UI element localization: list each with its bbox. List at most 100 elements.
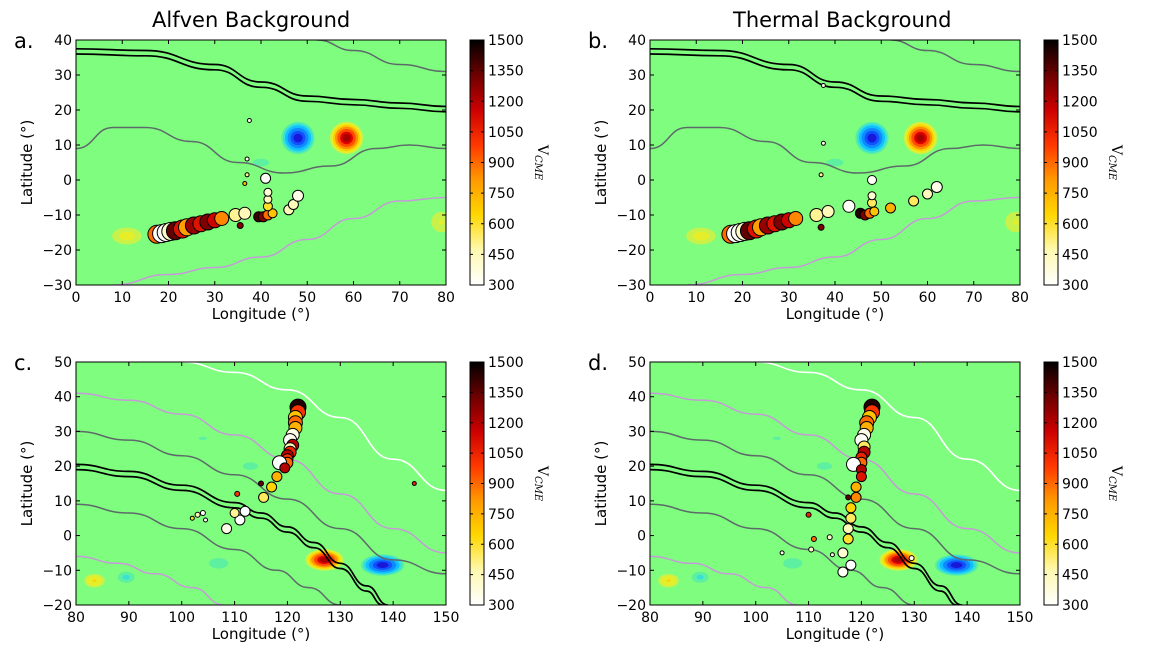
x-tick-label: 60	[345, 290, 363, 306]
colorbar-tick-label: 1050	[1062, 446, 1098, 462]
x-tick-label: 100	[168, 610, 195, 626]
x-tick-label: 30	[206, 290, 224, 306]
colorbar: 300 450 600 750 900 1050 1200 1350 1500 VCME	[469, 355, 550, 614]
positive-field-blob	[686, 227, 716, 245]
cme-point	[821, 205, 835, 218]
positive-field-blob	[903, 121, 938, 155]
x-tick-label: 40	[826, 290, 844, 306]
y-tick-label: 30	[54, 424, 72, 440]
cme-point	[850, 491, 862, 503]
x-tick-label: 150	[433, 610, 460, 626]
y-tick-label: 0	[63, 173, 72, 189]
cme-point	[244, 172, 250, 178]
colorbar-tick-label: 1200	[1062, 94, 1098, 110]
panel-label: d.	[588, 351, 608, 375]
column-title-thermal: Thermal Background	[733, 8, 952, 32]
cme-point	[236, 222, 244, 229]
column-title-alfven: Alfven Background	[152, 8, 351, 32]
x-tick-label: 50	[298, 290, 316, 306]
cme-point	[922, 188, 933, 200]
current-sheet-line	[650, 47, 1020, 108]
y-tick-label: 10	[54, 138, 72, 154]
pil-curve-lavender	[76, 555, 225, 605]
x-tick-label: 150	[1007, 610, 1034, 626]
cme-point	[810, 536, 817, 542]
x-tick-label: 60	[919, 290, 937, 306]
colorbar-tick-label: 450	[488, 568, 515, 584]
x-tick-label: 10	[113, 290, 131, 306]
cme-point	[820, 83, 826, 88]
cme-point	[788, 211, 804, 226]
x-tick-label: 80	[437, 290, 455, 306]
x-tick-label: 10	[687, 290, 705, 306]
colorbar-tick-label: 750	[488, 507, 515, 523]
colorbar-tick-label: 300	[1062, 598, 1089, 614]
field-line-gray	[76, 503, 341, 605]
x-tick-label: 120	[848, 610, 875, 626]
negative-field-blob	[198, 436, 208, 441]
negative-field-blob	[360, 554, 405, 576]
panel-d: 80 90 100 110 120 130 140 150 −20 −10 0 10 20 30 40 50 L…	[588, 351, 1124, 643]
negative-field-blob	[783, 558, 803, 569]
panel-label: c.	[14, 351, 32, 375]
colorbar-tick-label: 1500	[488, 33, 524, 49]
cme-point	[239, 505, 251, 517]
x-tick-label: 90	[694, 610, 712, 626]
field-line-gray	[650, 430, 1020, 575]
cme-point	[238, 206, 252, 220]
cme-point	[234, 514, 246, 526]
pil-curve-lavender	[686, 196, 1020, 285]
cme-point	[292, 189, 304, 202]
negative-field-blob	[281, 121, 315, 155]
cme-point	[869, 206, 880, 217]
field-line-white	[755, 362, 1020, 492]
pil-curve-lavender	[650, 392, 1020, 554]
cme-point	[263, 187, 273, 197]
plot-area	[650, 40, 1020, 285]
x-axis-label: Longitude (°)	[786, 305, 885, 323]
y-axis-label: Latitude (°)	[18, 120, 36, 206]
cme-point	[842, 533, 854, 545]
positive-field-blob	[112, 227, 142, 245]
colorbar-tick-label: 1500	[488, 355, 524, 371]
colorbar-tick-label: 900	[1062, 156, 1089, 172]
cme-point	[258, 491, 270, 503]
x-axis-label: Longitude (°)	[212, 305, 311, 323]
negative-field-blob	[209, 558, 229, 569]
cme-point	[885, 202, 896, 214]
cme-point	[246, 118, 252, 123]
y-tick-label: 10	[54, 494, 72, 510]
positive-field-blob	[1005, 211, 1020, 233]
current-sheet-line	[76, 468, 383, 605]
x-tick-label: 130	[901, 610, 928, 626]
cme-point	[930, 181, 943, 193]
plot-area	[76, 40, 446, 285]
colorbar-tick-label: 1350	[1062, 385, 1098, 401]
positive-field-blob	[329, 121, 364, 155]
cme-point	[203, 517, 208, 523]
colorbar-tick-label: 1350	[1062, 64, 1098, 80]
pil-curve-lavender	[650, 555, 799, 605]
colorbar: 300 450 600 750 900 1050 1200 1350 1500 VCME	[469, 33, 550, 294]
cme-point	[867, 191, 877, 201]
cme-point	[845, 502, 857, 514]
cme-point	[845, 494, 852, 501]
cme-point	[279, 462, 291, 474]
cme-point	[908, 555, 915, 562]
negative-field-blob	[826, 158, 844, 167]
colorbar: 300 450 600 750 900 1050 1200 1350 1500 VCME	[1043, 33, 1124, 294]
y-tick-label: −20	[42, 243, 72, 259]
y-axis-label: Latitude (°)	[592, 441, 610, 527]
y-tick-label: −20	[616, 598, 646, 614]
x-tick-label: 70	[391, 290, 409, 306]
y-tick-label: 0	[637, 529, 646, 545]
x-axis-label: Longitude (°)	[786, 625, 885, 643]
x-tick-label: 140	[954, 610, 981, 626]
y-tick-label: 40	[628, 33, 646, 49]
colorbar-tick-label: 450	[1062, 247, 1089, 263]
colorbar-tick-label: 300	[488, 278, 515, 294]
colorbar-tick-label: 600	[488, 537, 515, 553]
x-tick-label: 0	[72, 290, 81, 306]
x-tick-label: 140	[380, 610, 407, 626]
